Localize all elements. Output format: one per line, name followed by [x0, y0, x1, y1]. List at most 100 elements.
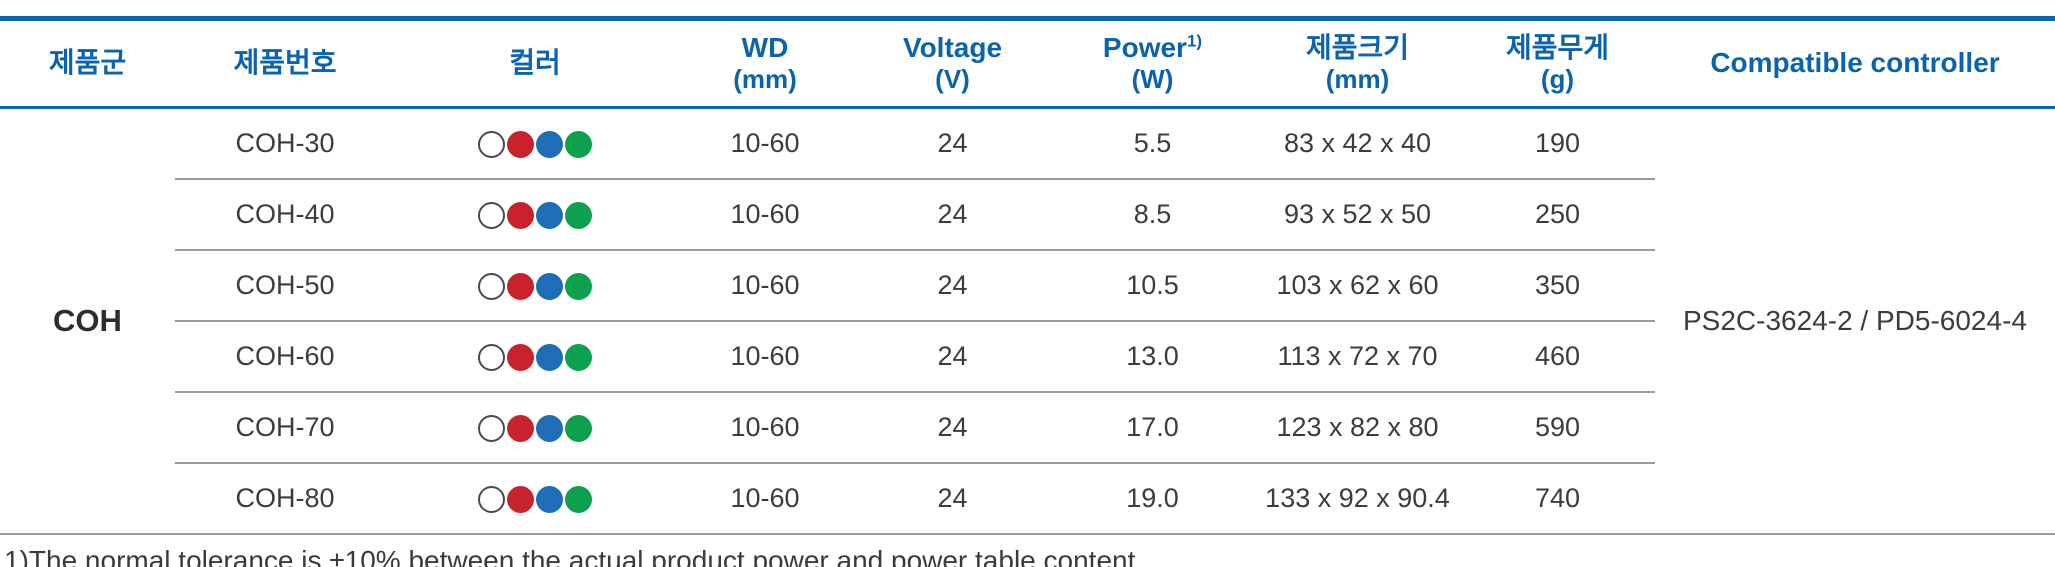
power-tolerance-footnote: 1)The normal tolerance is ±10% between t… — [4, 545, 1144, 567]
wd-cell: 10-60 — [675, 391, 855, 463]
weight-cell: 460 — [1460, 320, 1655, 392]
wd-cell: 10-60 — [730, 128, 800, 158]
green-color-dot-icon — [565, 131, 592, 159]
voltage-cell: 24 — [937, 128, 968, 158]
size-cell: 93 x 52 x 50 — [1255, 178, 1460, 250]
power-cell: 17.0 — [1050, 391, 1255, 463]
col-header-label: Power1) — [1102, 32, 1203, 64]
col-header-unit: (V) — [935, 63, 970, 94]
model-cell: COH-70 — [175, 391, 395, 463]
compatible-controller-cell: PS2C-3624-2 / PD5-6024-4 — [1683, 305, 2027, 336]
product-group-cell: COH — [53, 303, 122, 338]
color-dots — [478, 273, 592, 301]
wd-cell: 10-60 — [675, 320, 855, 392]
color-options-cell — [395, 462, 675, 534]
green-color-dot-icon — [565, 202, 592, 230]
product-spec-table: 제품군 제품번호 컬러 WD (mm) Voltage (V) Power1) — [0, 16, 2055, 535]
col-header-wd: WD (mm) — [675, 18, 855, 109]
blue-color-dot-icon — [536, 344, 563, 372]
col-header-label: 제품크기 — [1305, 32, 1410, 64]
wd-cell: 10-60 — [675, 178, 855, 250]
color-options-cell — [395, 249, 675, 321]
power-cell: 5.5 — [1133, 128, 1172, 158]
blue-color-dot-icon — [536, 486, 563, 514]
color-dots — [478, 486, 592, 514]
weight-cell: 740 — [1460, 462, 1655, 534]
col-header-product-number: 제품번호 — [175, 18, 395, 109]
power-cell: 19.0 — [1050, 462, 1255, 534]
voltage-cell: 24 — [855, 462, 1050, 534]
model-cell: COH-30 — [235, 128, 335, 158]
white-color-dot-icon — [478, 273, 505, 301]
blue-color-dot-icon — [536, 202, 563, 230]
color-dots — [478, 415, 592, 443]
col-header-product-group: 제품군 — [0, 18, 175, 109]
power-cell: 8.5 — [1050, 178, 1255, 250]
red-color-dot-icon — [507, 415, 534, 443]
col-header-voltage: Voltage (V) — [855, 18, 1050, 109]
model-cell: COH-40 — [175, 178, 395, 250]
voltage-cell: 24 — [855, 320, 1050, 392]
col-header-unit: (mm) — [733, 63, 797, 94]
model-cell: COH-50 — [175, 249, 395, 321]
size-cell: 103 x 62 x 60 — [1255, 249, 1460, 321]
col-header-label: 제품번호 — [233, 47, 337, 79]
table-row: COH-50 10-60 24 10.5 103 x 62 x 60 350 — [0, 249, 2055, 321]
color-options-cell — [395, 391, 675, 463]
blue-color-dot-icon — [536, 273, 563, 301]
white-color-dot-icon — [478, 344, 505, 372]
table-header-row: 제품군 제품번호 컬러 WD (mm) Voltage (V) Power1) — [0, 18, 2055, 109]
red-color-dot-icon — [507, 486, 534, 514]
col-header-unit: (W) — [1131, 63, 1174, 94]
power-cell: 13.0 — [1050, 320, 1255, 392]
table-row: COH-40 10-60 24 8.5 93 x 52 x 50 250 — [0, 178, 2055, 250]
color-dots — [478, 344, 592, 372]
col-header-compatible-controller: Compatible controller — [1655, 18, 2055, 109]
model-cell: COH-60 — [175, 320, 395, 392]
red-color-dot-icon — [507, 344, 534, 372]
size-cell: 83 x 42 x 40 — [1283, 128, 1432, 158]
weight-cell: 590 — [1460, 391, 1655, 463]
model-cell: COH-80 — [175, 462, 395, 534]
table-row: COH-70 10-60 24 17.0 123 x 82 x 80 590 — [0, 391, 2055, 463]
table-row: COH-60 10-60 24 13.0 113 x 72 x 70 460 — [0, 320, 2055, 392]
size-cell: 133 x 92 x 90.4 — [1255, 462, 1460, 534]
weight-cell: 190 — [1534, 128, 1581, 158]
red-color-dot-icon — [507, 273, 534, 301]
white-color-dot-icon — [478, 415, 505, 443]
voltage-cell: 24 — [855, 178, 1050, 250]
col-header-weight: 제품무게 (g) — [1460, 18, 1655, 109]
red-color-dot-icon — [507, 202, 534, 230]
col-header-unit: (mm) — [1325, 63, 1390, 94]
voltage-cell: 24 — [855, 249, 1050, 321]
color-dots — [478, 202, 592, 230]
col-header-power: Power1) (W) — [1050, 18, 1255, 109]
green-color-dot-icon — [565, 273, 592, 301]
voltage-cell: 24 — [855, 391, 1050, 463]
blue-color-dot-icon — [536, 131, 563, 159]
blue-color-dot-icon — [536, 415, 563, 443]
col-header-size: 제품크기 (mm) — [1255, 18, 1460, 109]
col-header-label: Compatible controller — [1710, 47, 2000, 79]
color-dots — [478, 131, 592, 159]
color-options-cell — [395, 108, 675, 180]
weight-cell: 250 — [1460, 178, 1655, 250]
col-header-label: Voltage — [902, 32, 1003, 64]
green-color-dot-icon — [565, 486, 592, 514]
col-header-label: 컬러 — [509, 47, 561, 79]
green-color-dot-icon — [565, 344, 592, 372]
col-header-label: 제품군 — [48, 47, 127, 79]
col-header-label: 제품무게 — [1505, 32, 1610, 64]
white-color-dot-icon — [478, 486, 505, 514]
green-color-dot-icon — [565, 415, 592, 443]
wd-cell: 10-60 — [675, 462, 855, 534]
color-options-cell — [395, 178, 675, 250]
size-cell: 113 x 72 x 70 — [1255, 320, 1460, 392]
table-row: COH COH-30 10-60 24 5.5 83 x 42 x 40 190… — [0, 108, 2055, 338]
footnote-marker: 1) — [1186, 32, 1203, 52]
white-color-dot-icon — [478, 202, 505, 230]
size-cell: 123 x 82 x 80 — [1255, 391, 1460, 463]
white-color-dot-icon — [478, 131, 505, 159]
red-color-dot-icon — [507, 131, 534, 159]
